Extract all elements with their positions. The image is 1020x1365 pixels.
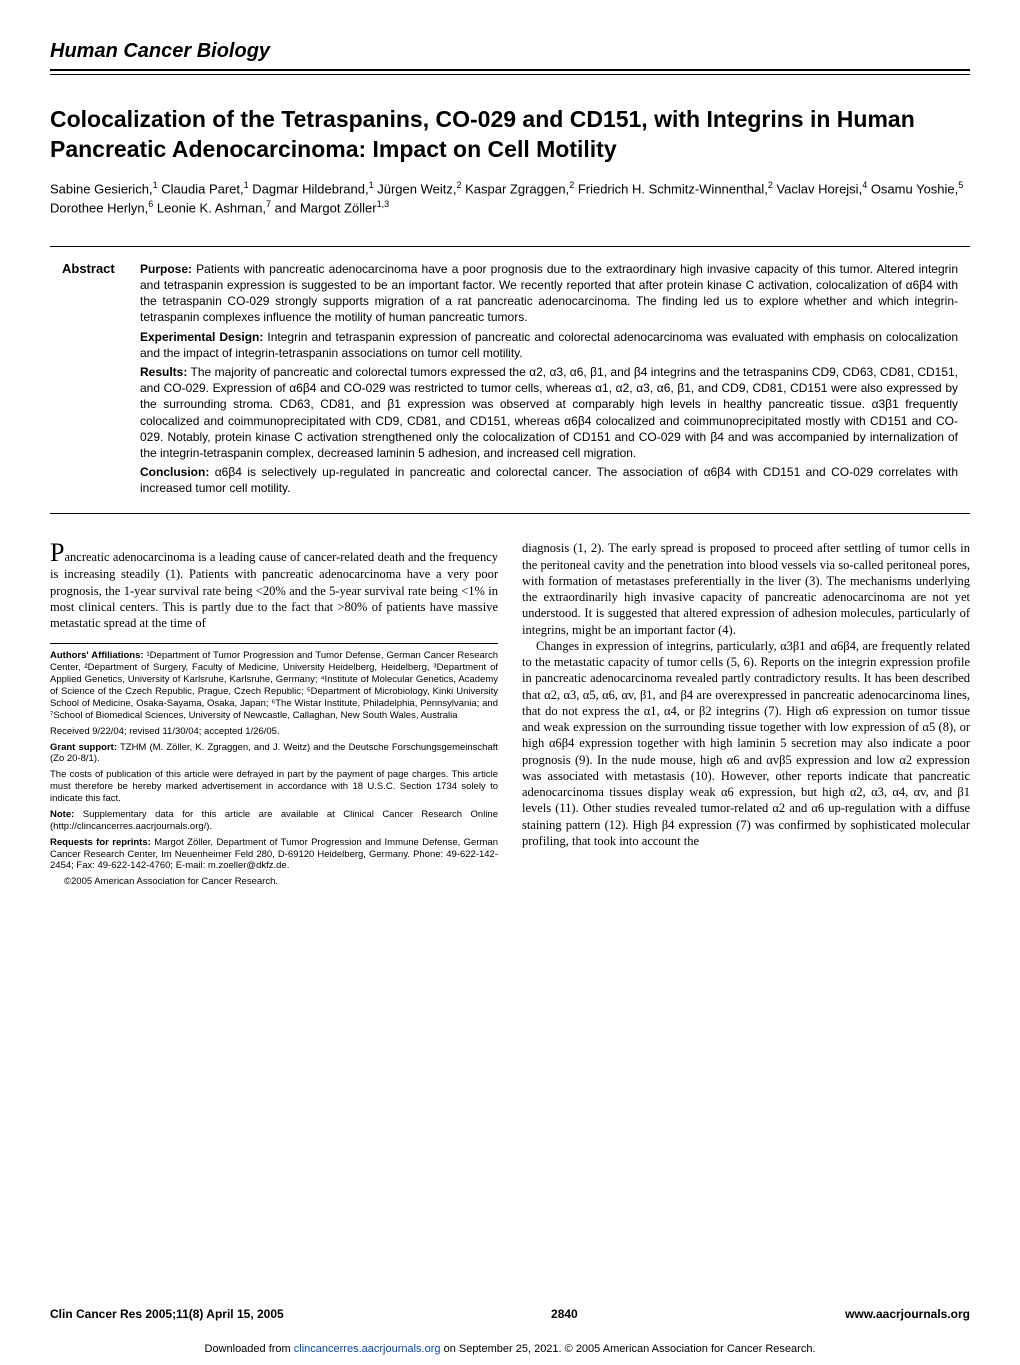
- footnotes: Authors' Affiliations: ¹Department of Tu…: [50, 643, 498, 888]
- rule-thin: [50, 74, 970, 75]
- right-column: diagnosis (1, 2). The early spread is pr…: [522, 540, 970, 892]
- body-left-p1-text: ancreatic adenocarcinoma is a leading ca…: [50, 550, 498, 630]
- body-left-p1: Pancreatic adenocarcinoma is a leading c…: [50, 540, 498, 631]
- footer-page-number: 2840: [551, 1307, 578, 1321]
- note-text: Supplementary data for this article are …: [50, 809, 498, 832]
- abstract-design: Integrin and tetraspanin expression of p…: [140, 330, 958, 360]
- abstract-conclusion-head: Conclusion:: [140, 465, 209, 479]
- received-line: Received 9/22/04; revised 11/30/04; acce…: [50, 726, 498, 738]
- footer-url: www.aacrjournals.org: [845, 1307, 970, 1321]
- grant-text: TZHM (M. Zöller, K. Zgraggen, and J. Wei…: [50, 742, 498, 765]
- download-prefix: Downloaded from: [205, 1343, 294, 1355]
- abstract-label: Abstract: [50, 261, 120, 500]
- abstract-purpose-head: Purpose:: [140, 262, 192, 276]
- rule-bold: [50, 69, 970, 71]
- section-label: Human Cancer Biology: [50, 40, 970, 69]
- article-title: Colocalization of the Tetraspanins, CO-0…: [50, 105, 970, 165]
- dropcap: P: [50, 538, 64, 567]
- abstract-design-head: Experimental Design:: [140, 330, 263, 344]
- abstract-body: Purpose: Patients with pancreatic adenoc…: [140, 261, 970, 500]
- abstract-conclusion: α6β4 is selectively up-regulated in panc…: [140, 465, 958, 495]
- body-right-p1: diagnosis (1, 2). The early spread is pr…: [522, 540, 970, 638]
- abstract-results-head: Results:: [140, 365, 187, 379]
- reprints-head: Requests for reprints:: [50, 837, 151, 848]
- abstract-box: Abstract Purpose: Patients with pancreat…: [50, 246, 970, 515]
- costs-line: The costs of publication of this article…: [50, 769, 498, 805]
- page-footer: Clin Cancer Res 2005;11(8) April 15, 200…: [50, 1307, 970, 1321]
- grant-head: Grant support:: [50, 742, 117, 753]
- download-suffix: on September 25, 2021. © 2005 American A…: [441, 1343, 816, 1355]
- body-right-p2: Changes in expression of integrins, part…: [522, 638, 970, 849]
- affiliations-head: Authors' Affiliations:: [50, 650, 144, 661]
- download-link[interactable]: clincancerres.aacrjournals.org: [294, 1343, 441, 1355]
- download-note: Downloaded from clincancerres.aacrjourna…: [50, 1343, 970, 1355]
- footer-journal: Clin Cancer Res 2005;11(8) April 15, 200…: [50, 1307, 284, 1321]
- copyright-line: ©2005 American Association for Cancer Re…: [50, 876, 498, 888]
- note-head: Note:: [50, 809, 74, 820]
- left-column: Pancreatic adenocarcinoma is a leading c…: [50, 540, 498, 892]
- author-list: Sabine Gesierich,1 Claudia Paret,1 Dagma…: [50, 179, 970, 218]
- abstract-results: The majority of pancreatic and colorecta…: [140, 365, 958, 460]
- abstract-purpose: Patients with pancreatic adenocarcinoma …: [140, 262, 958, 325]
- body-columns: Pancreatic adenocarcinoma is a leading c…: [50, 540, 970, 892]
